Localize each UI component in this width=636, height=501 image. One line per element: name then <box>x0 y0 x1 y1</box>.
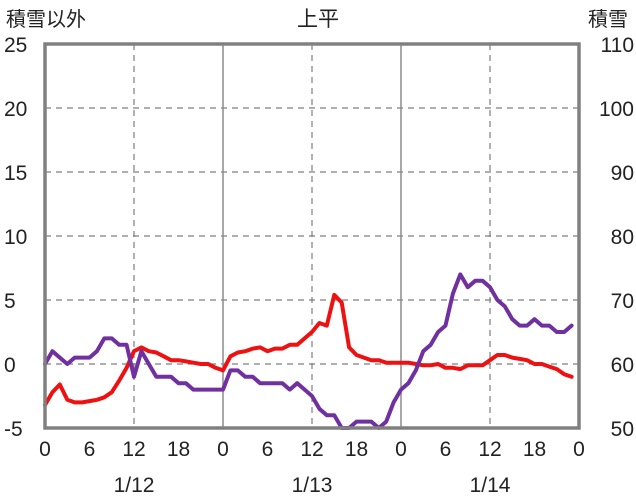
gridlines <box>45 44 579 428</box>
x-tick-label: 18 <box>523 438 546 461</box>
right-tick-labels: 110 100 90 80 70 60 50 <box>599 34 634 441</box>
x-tick-labels: 0 6 12 18 0 6 12 18 0 6 12 18 0 <box>39 438 585 461</box>
left-tick-label: 0 <box>4 354 16 377</box>
x-tick-label: 0 <box>395 438 407 461</box>
x-tick-label: 0 <box>573 438 585 461</box>
x-tick-label: 0 <box>39 438 51 461</box>
series-line-snow-depth <box>43 272 574 430</box>
plot-area-border <box>43 42 581 430</box>
series-layer <box>43 272 574 430</box>
left-axis-title: 積雪以外 <box>6 8 86 31</box>
x-tick-label: 6 <box>440 438 452 461</box>
x-tick-label: 6 <box>262 438 274 461</box>
date-label: 1/13 <box>292 474 333 497</box>
series-line-other <box>43 292 574 407</box>
x-tick-label: 0 <box>217 438 229 461</box>
left-tick-label: 20 <box>4 98 27 121</box>
x-tick-label: 12 <box>122 438 145 461</box>
left-tick-label: 10 <box>4 226 27 249</box>
date-label: 1/14 <box>470 474 511 497</box>
left-tick-label: 25 <box>4 34 27 57</box>
left-tick-label: 15 <box>4 162 27 185</box>
right-tick-label: 50 <box>611 418 634 441</box>
right-tick-label: 90 <box>611 162 634 185</box>
right-tick-label: 70 <box>611 290 634 313</box>
x-tick-label: 12 <box>478 438 501 461</box>
chart-title: 上平 <box>297 8 339 31</box>
left-tick-labels: 25 20 15 10 5 0 -5 <box>4 34 27 441</box>
left-tick-label: 5 <box>4 290 16 313</box>
right-tick-label: 100 <box>599 98 634 121</box>
date-label: 1/12 <box>114 474 155 497</box>
date-labels: 1/12 1/13 1/14 <box>114 474 511 497</box>
x-tick-label: 6 <box>84 438 96 461</box>
right-tick-label: 110 <box>601 34 634 57</box>
right-axis-title: 積雪 <box>588 8 628 31</box>
right-tick-label: 60 <box>611 354 634 377</box>
right-tick-label: 80 <box>611 226 634 249</box>
x-tick-label: 18 <box>345 438 368 461</box>
x-tick-label: 18 <box>167 438 190 461</box>
x-tick-label: 12 <box>300 438 323 461</box>
left-tick-label: -5 <box>4 418 23 441</box>
